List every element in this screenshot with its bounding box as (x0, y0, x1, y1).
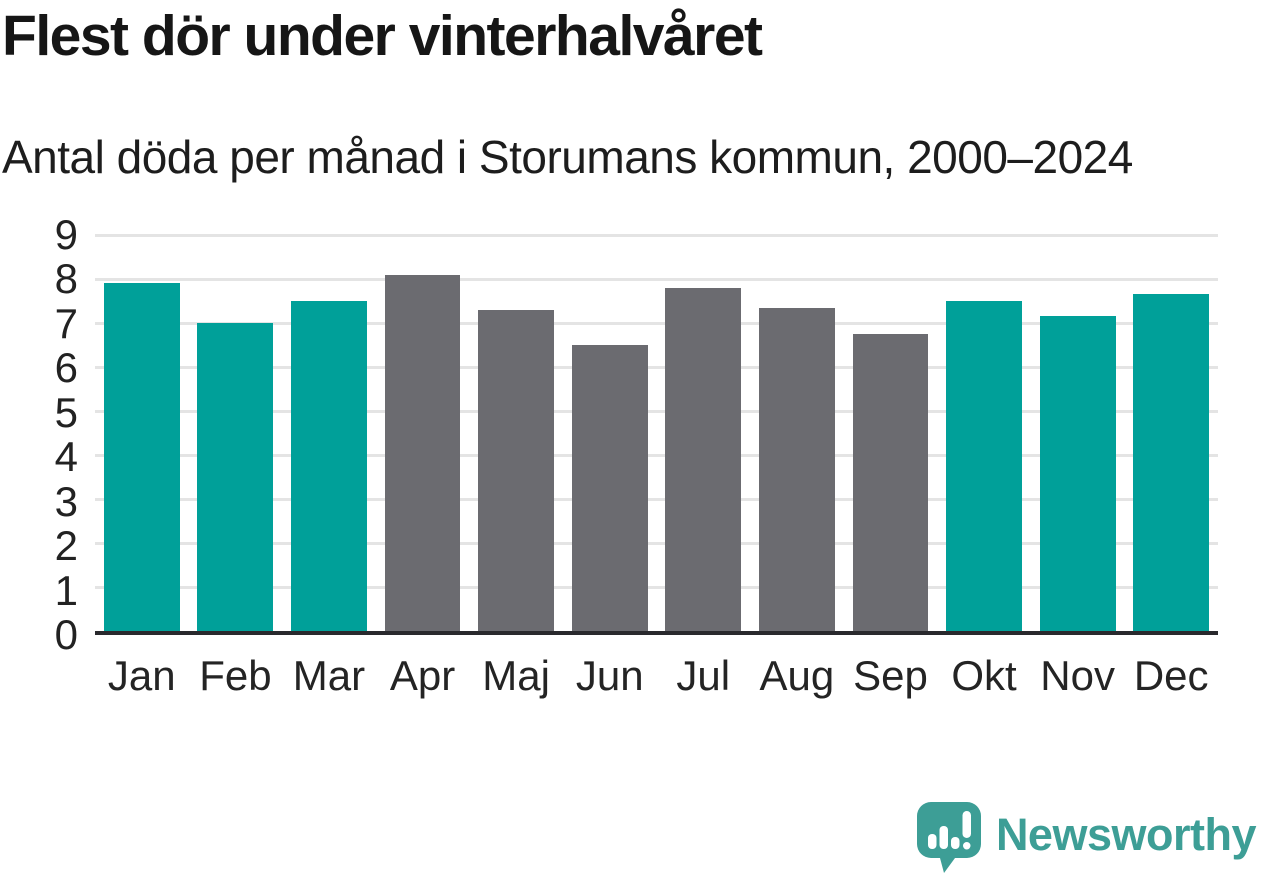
bar-sep (852, 334, 929, 631)
x-tick-okt: Okt (951, 652, 1017, 699)
bar-dec (1133, 294, 1210, 631)
gridline-2 (95, 541, 1218, 545)
gridline-7 (95, 321, 1218, 325)
x-tick-dec: Dec (1133, 652, 1209, 699)
bar-jun (571, 345, 648, 631)
newsworthy-brand-name: Newsworthy (995, 808, 1257, 860)
bar-apr (384, 274, 461, 631)
bar-maj (478, 309, 555, 631)
y-tick-2: 2 (54, 522, 78, 570)
y-tick-8: 8 (54, 255, 78, 303)
bar-nov (1039, 316, 1116, 631)
x-tick-mar: Mar (292, 652, 366, 699)
newsworthy-brand: Newsworthy (916, 801, 1257, 873)
x-tick-maj: Maj (482, 652, 550, 699)
y-tick-3: 3 (54, 477, 78, 525)
bar-jul (665, 287, 742, 631)
x-tick-feb: Feb (199, 652, 272, 699)
y-tick-5: 5 (54, 388, 78, 436)
x-tick-jun: Jun (575, 652, 644, 699)
gridline-6 (95, 365, 1218, 369)
x-tick-jan: Jan (107, 652, 176, 699)
y-tick-4: 4 (54, 433, 78, 481)
gridline-5 (95, 409, 1218, 413)
gridline-4 (95, 453, 1218, 457)
bar-feb (197, 323, 274, 631)
y-tick-1: 1 (54, 566, 78, 614)
y-tick-7: 7 (54, 299, 78, 347)
bar-okt (946, 301, 1022, 631)
bar-aug (758, 307, 835, 631)
chart-subtitle: Antal döda per månad i Storumans kommun,… (2, 131, 1133, 183)
newsworthy-logo-icon (916, 802, 981, 873)
chart-title: Flest dör under vinterhalvåret (2, 4, 763, 68)
gridline-1 (95, 585, 1218, 589)
gridline-9 (95, 233, 1218, 237)
y-tick-9: 9 (54, 211, 78, 258)
y-tick-6: 6 (54, 344, 78, 392)
y-tick-0: 0 (54, 611, 78, 658)
gridline-8 (95, 277, 1218, 281)
bar-mar (291, 301, 367, 631)
gridline-3 (95, 497, 1218, 501)
x-tick-apr: Apr (389, 652, 456, 699)
x-tick-aug: Aug (759, 652, 835, 699)
bar-chart-plot-area (95, 233, 1218, 635)
x-tick-sep: Sep (853, 652, 928, 699)
x-tick-jul: Jul (676, 652, 731, 699)
bar-jan (103, 283, 180, 631)
x-tick-nov: Nov (1040, 652, 1115, 699)
